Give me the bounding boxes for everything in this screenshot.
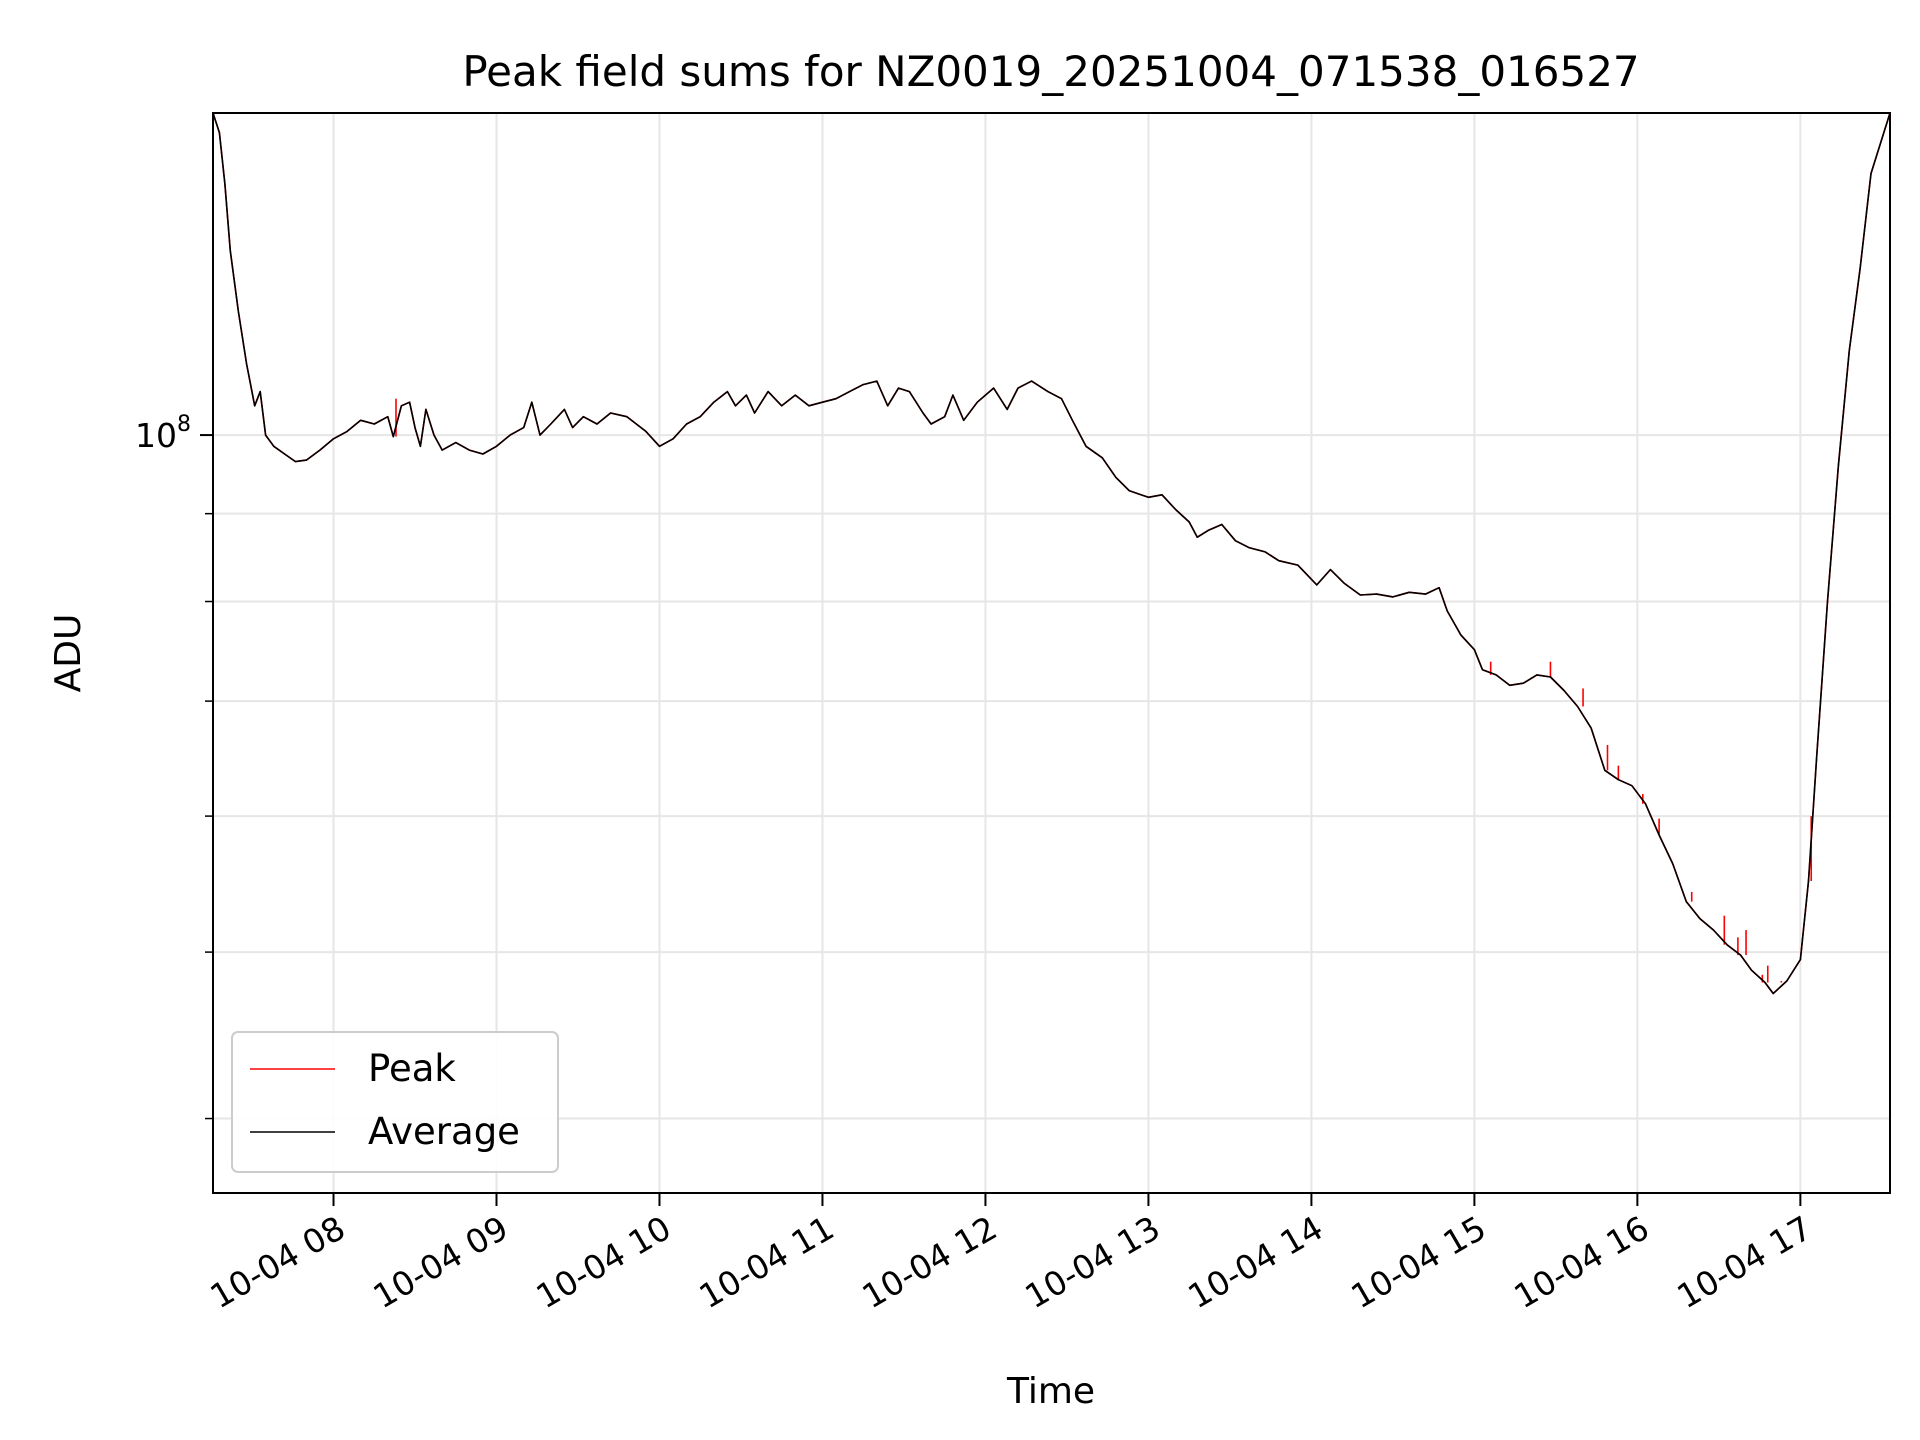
y-axis: 108 [135, 412, 213, 1120]
chart-title: Peak field sums for NZ0019_20251004_0715… [462, 47, 1639, 96]
legend-box [231, 1031, 559, 1173]
legend: Peak Average [231, 1031, 559, 1173]
series-layer [212, 112, 1891, 995]
series-line-average [212, 112, 1891, 995]
legend-label-peak: Peak [368, 1047, 456, 1090]
x-axis-label: Time [1006, 1371, 1095, 1412]
grid [213, 113, 1890, 1193]
y-tick-base: 10 [135, 416, 177, 455]
y-axis-label: ADU [48, 614, 89, 693]
y-tick-exponent: 8 [177, 412, 191, 437]
y-tick-label: 108 [135, 412, 191, 455]
plot-frame [212, 112, 1891, 1194]
legend-label-average: Average [368, 1110, 520, 1153]
